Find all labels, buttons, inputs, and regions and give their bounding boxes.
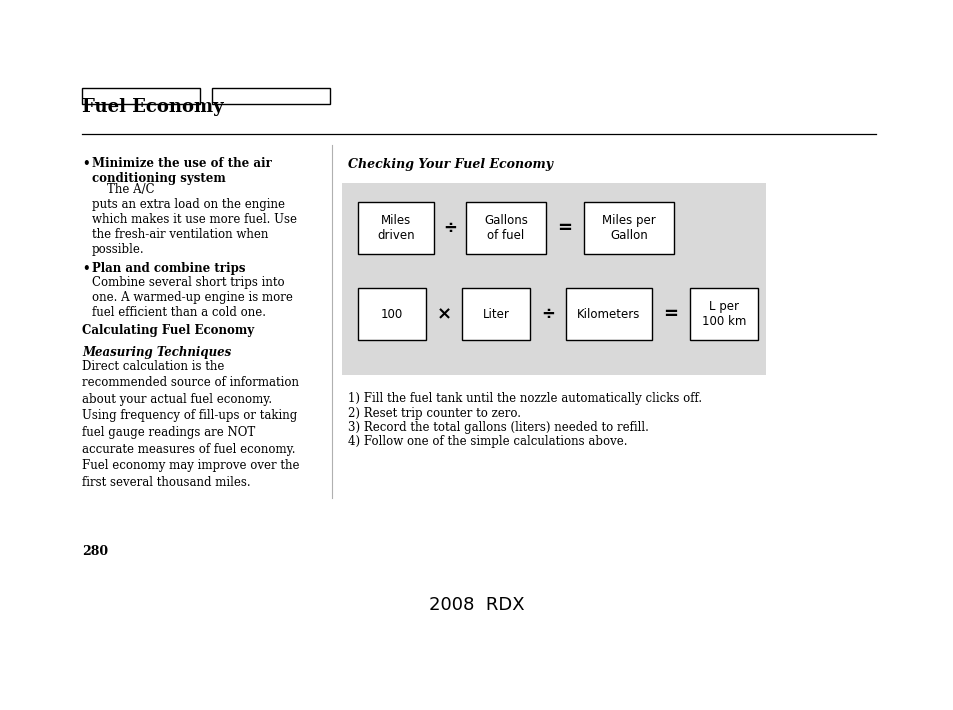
Text: •: • (82, 157, 90, 170)
Bar (583, 202, 673, 254)
Text: 100: 100 (380, 307, 403, 320)
Text: 1) Fill the fuel tank until the nozzle automatically clicks off.: 1) Fill the fuel tank until the nozzle a… (348, 392, 701, 405)
Text: 2) Reset trip counter to zero.: 2) Reset trip counter to zero. (348, 407, 520, 420)
Text: =: = (662, 305, 678, 323)
Bar (341, 183, 765, 375)
Text: Direct calculation is the
recommended source of information
about your actual fu: Direct calculation is the recommended so… (82, 360, 299, 488)
Text: Plan and combine trips: Plan and combine trips (91, 262, 245, 275)
Bar (465, 202, 545, 254)
Text: Minimize the use of the air
conditioning system: Minimize the use of the air conditioning… (91, 157, 272, 185)
Text: =: = (557, 219, 572, 237)
Bar (461, 288, 530, 340)
Text: Calculating Fuel Economy: Calculating Fuel Economy (82, 324, 253, 337)
Text: 3) Record the total gallons (liters) needed to refill.: 3) Record the total gallons (liters) nee… (348, 421, 648, 434)
Text: ÷: ÷ (442, 219, 456, 237)
Text: L per
100 km: L per 100 km (701, 300, 745, 328)
Text: 4) Follow one of the simple calculations above.: 4) Follow one of the simple calculations… (348, 435, 627, 449)
Bar (212, 88, 330, 104)
Bar (689, 288, 758, 340)
Text: ÷: ÷ (540, 305, 555, 323)
Text: Fuel Economy: Fuel Economy (82, 98, 223, 116)
Text: Combine several short trips into
one. A warmed-up engine is more
fuel efficient : Combine several short trips into one. A … (91, 276, 293, 319)
Text: Gallons
of fuel: Gallons of fuel (483, 214, 527, 242)
Text: •: • (82, 262, 90, 275)
Text: Checking Your Fuel Economy: Checking Your Fuel Economy (348, 158, 553, 171)
Text: The A/C
puts an extra load on the engine
which makes it use more fuel. Use
the f: The A/C puts an extra load on the engine… (91, 183, 296, 256)
Text: 2008  RDX: 2008 RDX (429, 596, 524, 614)
Text: 280: 280 (82, 545, 108, 558)
Text: Liter: Liter (482, 307, 509, 320)
Bar (82, 88, 200, 104)
Text: Measuring Techniques: Measuring Techniques (82, 346, 231, 359)
Text: ×: × (436, 305, 451, 323)
Bar (357, 202, 434, 254)
Bar (565, 288, 651, 340)
Text: Miles
driven: Miles driven (376, 214, 415, 242)
Text: Miles per
Gallon: Miles per Gallon (601, 214, 655, 242)
Bar (357, 288, 426, 340)
Text: Kilometers: Kilometers (577, 307, 640, 320)
